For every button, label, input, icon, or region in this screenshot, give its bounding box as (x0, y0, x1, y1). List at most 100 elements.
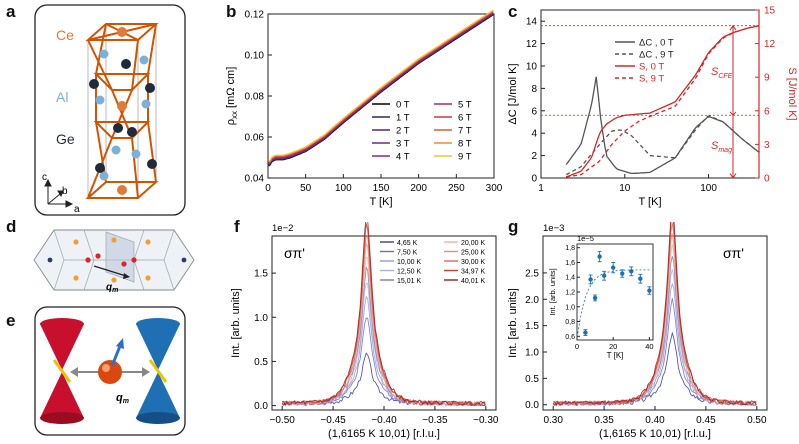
series-line-9 (282, 222, 486, 407)
x-tick-label: −0.35 (422, 415, 448, 426)
y-tick-label: 14 (526, 17, 538, 28)
series-line-3 (281, 282, 486, 406)
x-axis-label: T [K] (369, 196, 392, 208)
q-m-label-d: qm (106, 282, 118, 294)
y-tick-label: 0.5 (254, 357, 268, 368)
y-tick-label: 12 (526, 39, 538, 50)
y-tick-label: 8 (531, 84, 537, 95)
y2-tick-label: 0 (764, 174, 770, 185)
chart-f-resonant-xray: −0.50 −0.45 −0.40 −0.35 −0.30 0.0 0.5 1.0 1.5 1e−… (230, 222, 499, 440)
x-axis-label: (1,6165 K 10,01) [r.l.u.] (328, 428, 440, 440)
panel-label-f: f (234, 217, 240, 236)
x-tick-label: 0.40 (645, 415, 665, 426)
x-axis-label: T [K] (638, 196, 661, 208)
inset-x-axis-label: T [K] (607, 351, 624, 360)
x-tick-label: −0.45 (320, 415, 346, 426)
x-tick-label: 250 (448, 183, 465, 194)
legend-label: 5 T (458, 100, 472, 111)
legend-label: 8 T (458, 139, 472, 150)
inset-data-point (592, 295, 598, 301)
y-tick-label: 10 (526, 62, 538, 73)
y-tick-label: 1.0 (254, 313, 268, 324)
legend-label: 40,01 K (461, 278, 485, 285)
polarization-label: σπ' (723, 245, 744, 261)
x-tick-label: 0.50 (747, 415, 767, 426)
x-tick-label: 200 (410, 183, 427, 194)
element-label-al: Al (56, 89, 68, 105)
y-tick-label: 1.5 (525, 321, 539, 332)
series-line-3 (566, 25, 760, 178)
y-tick-label: 1.5 (254, 269, 268, 280)
y2-tick-label: 6 (764, 106, 770, 117)
y-axis-label: Int. [arb. units] (230, 288, 242, 358)
x-tick-label: −0.50 (270, 415, 296, 426)
element-label-ge: Ge (56, 131, 75, 147)
panel-label-b: b (226, 2, 237, 21)
inset-y-axis-label: Int. [arb. units] (548, 268, 557, 316)
legend-label: 3 T (396, 139, 410, 150)
arrow-head-mid (729, 111, 737, 117)
x-tick-label: −0.30 (473, 415, 499, 426)
scale-label: 1e−3 (543, 223, 564, 234)
series-line-7 (553, 222, 757, 407)
y-tick-label: 0.12 (245, 10, 265, 21)
x-tick-label: 50 (300, 183, 312, 194)
x-tick-label: 10 (619, 183, 631, 194)
legend-label: ΔC , 9 T (639, 50, 674, 61)
axis-b-label: b (62, 186, 68, 197)
y-tick-label: 0.10 (245, 51, 265, 62)
legend-label: 10,00 K (397, 259, 421, 266)
legend-label: 9 T (458, 152, 472, 163)
legend-label: 4 T (396, 152, 410, 163)
inset-x-tick-label: 40 (645, 342, 653, 351)
panel-e-weyl-cones: qm (34, 306, 186, 436)
panel-label-d: d (6, 217, 17, 236)
inset-y-tick-label: 0,8 (565, 319, 575, 326)
legend-label: S, 0 T (639, 62, 664, 73)
series-line-2 (565, 25, 760, 178)
legend-label: 7 T (458, 126, 472, 137)
inset-y-tick-label: 1,6 (565, 260, 575, 267)
series-line-1 (281, 317, 486, 407)
legend-label: ΔC , 0 T (639, 38, 674, 49)
annotation-s-cfe: SCFE (711, 66, 733, 80)
x-tick-label: 100 (335, 183, 352, 194)
legend-label: 20,00 K (461, 240, 485, 247)
legend-label: 4,65 K (397, 240, 418, 247)
scale-label: 1e−2 (272, 223, 293, 234)
y-tick-label: 2 (531, 151, 537, 162)
y-tick-label: 0.0 (525, 400, 539, 411)
y-tick-label: 1.0 (525, 348, 539, 359)
y-tick-label: 0.06 (245, 133, 265, 144)
inset-x-tick-label: 20 (609, 342, 617, 351)
series-line-7 (282, 234, 486, 407)
arrow-head-bottom (729, 173, 737, 179)
element-label-ce: Ce (56, 27, 74, 43)
legend-label: 0 T (396, 100, 410, 111)
y-tick-label: 0.08 (245, 92, 265, 103)
panel-label-e: e (6, 311, 16, 330)
legend-label: 7,50 K (397, 250, 418, 257)
y-tick-label: 0.5 (525, 374, 539, 385)
legend-label: 25,00 K (461, 250, 485, 257)
x-tick-label: 0.30 (543, 415, 563, 426)
x-tick-label: 0 (265, 183, 271, 194)
inset-fit-curve (577, 269, 650, 334)
inset-data-point (629, 269, 634, 274)
x-tick-label: 0.35 (594, 415, 614, 426)
series-line-9T (268, 9, 494, 162)
axis-a-label: a (74, 204, 80, 215)
legend-label: 30,00 K (461, 259, 485, 266)
legend-label: S, 9 T (639, 74, 664, 85)
chart-b-resistivity: 0 50 100 150 200 250 300 0.04 0.06 0.08 0.10 0.12 T … (225, 9, 503, 209)
inset-data-point (647, 288, 652, 293)
inset-y-tick-label: 1,2 (565, 290, 575, 297)
legend-label: 2 T (396, 126, 410, 137)
annotation-s-mag: Smag (711, 140, 732, 154)
inset-data-point (583, 330, 588, 335)
y2-axis-label: S [J/mol K] (786, 67, 797, 120)
legend-label: 12,50 K (397, 269, 421, 276)
inset-x-tick-label: 0 (575, 342, 579, 351)
y-tick-label: 0 (531, 174, 537, 185)
y-tick-label: 0.04 (245, 174, 265, 185)
